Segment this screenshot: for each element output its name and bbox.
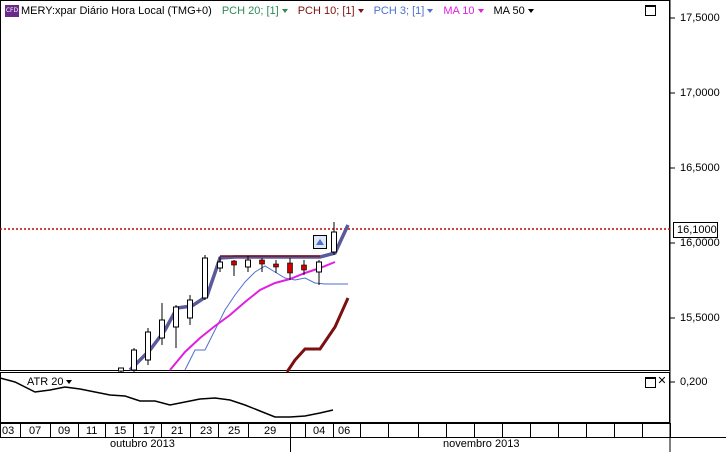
legend-ma50[interactable]: MA 50 (494, 5, 534, 17)
legend-ma10-label: MA 10 (443, 5, 475, 17)
legend-ma10[interactable]: MA 10 (443, 5, 484, 17)
atr-pane-close-icon[interactable]: ✕ (657, 375, 667, 387)
symbol-title[interactable]: MERY:xpar Diário Hora Local (TMG+0) (21, 5, 212, 17)
chevron-down-icon[interactable] (427, 9, 434, 13)
atr-line (0, 377, 334, 418)
x-tick-label: 03 (2, 425, 15, 437)
current-price-tag: 16,1000 (673, 222, 718, 238)
cfd-badge-icon: CFD (5, 5, 19, 17)
x-tick-label: 21 (171, 425, 184, 437)
month-label-october: outubro 2013 (110, 438, 175, 450)
x-tick-label: 11 (86, 425, 98, 437)
legend-pch3[interactable]: PCH 3; [1] (374, 5, 434, 17)
price-label-17-5: 17,5000 (680, 12, 720, 24)
x-tick-label: 15 (114, 425, 127, 437)
chevron-down-icon[interactable] (66, 380, 73, 384)
atr-pane-maximize-icon[interactable] (645, 377, 656, 388)
x-tick-label: 17 (143, 425, 156, 437)
month-label-november: novembro 2013 (443, 438, 520, 450)
legend-ma50-label: MA 50 (493, 5, 525, 17)
legend-pch20[interactable]: PCH 20; [1] (222, 5, 288, 17)
main-pane-maximize-icon[interactable] (645, 5, 656, 16)
chevron-down-icon[interactable] (281, 9, 288, 13)
legend-pch20-label: PCH 20; [1] (221, 5, 279, 17)
legend-pch3-label: PCH 3; [1] (373, 5, 425, 17)
pch3-line (184, 265, 348, 371)
ma10-line (169, 261, 336, 371)
legend-pch10-label: PCH 10; [1] (297, 5, 355, 17)
chevron-down-icon[interactable] (357, 9, 364, 13)
x-tick-label: 07 (29, 425, 42, 437)
price-axis-ticks (670, 17, 675, 383)
chart-legend: CFD MERY:xpar Diário Hora Local (TMG+0) … (5, 3, 544, 19)
x-tick-label: 06 (338, 425, 351, 437)
chevron-down-icon[interactable] (527, 9, 534, 13)
candlestick-series[interactable] (118, 222, 337, 372)
price-label-15-5: 15,5000 (680, 312, 720, 324)
main-pane-frame (0, 0, 670, 371)
signal-marker-icon[interactable] (313, 235, 327, 249)
pch10-line (285, 297, 350, 373)
x-tick-label: 23 (200, 425, 213, 437)
price-label-16-5: 16,5000 (680, 162, 720, 174)
time-axis-grid (0, 423, 671, 437)
x-tick-label: 04 (313, 425, 326, 437)
x-tick-label: 25 (228, 425, 241, 437)
price-label-17-0: 17,0000 (680, 87, 720, 99)
atr-axis-label: 0,200 (680, 376, 708, 388)
chevron-down-icon[interactable] (477, 9, 484, 13)
atr-label: ATR 20 (27, 376, 64, 388)
x-tick-label: 09 (58, 425, 71, 437)
x-tick-label: 29 (264, 425, 277, 437)
atr-legend[interactable]: ATR 20 (27, 376, 73, 388)
atr-pane-frame (0, 372, 670, 423)
legend-pch10[interactable]: PCH 10; [1] (298, 5, 364, 17)
price-label-16-0: 16,0000 (680, 237, 720, 249)
